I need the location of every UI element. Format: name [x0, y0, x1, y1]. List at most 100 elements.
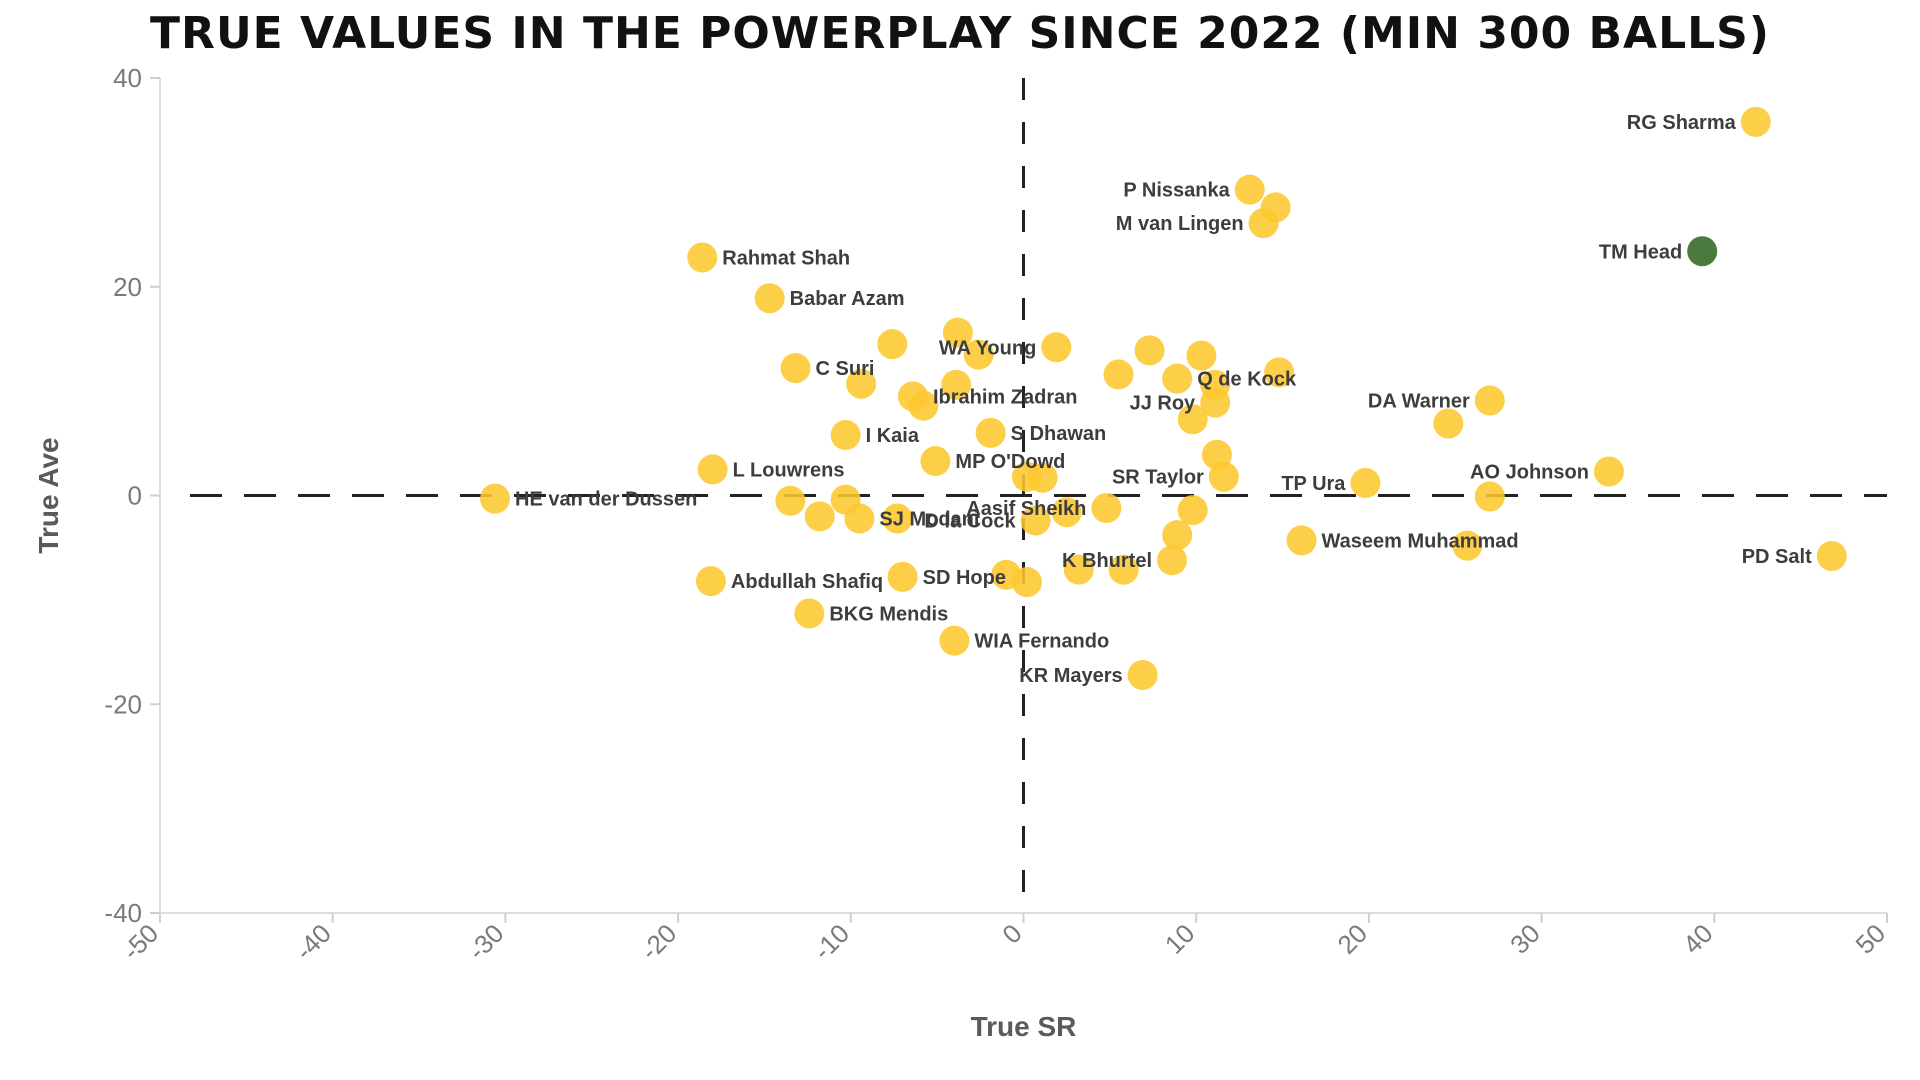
- data-point: [1091, 493, 1122, 524]
- data-point: [882, 503, 913, 534]
- data-point: [1063, 554, 1094, 585]
- data-point: [844, 503, 875, 534]
- data-point: [804, 501, 835, 532]
- data-point: [1200, 387, 1231, 418]
- data-point: [1593, 456, 1624, 487]
- data-point: [1350, 467, 1381, 498]
- point-label: S Dhawan: [1011, 423, 1107, 445]
- x-tick-label: 10: [1159, 918, 1201, 960]
- point-label: AO Johnson: [1470, 461, 1589, 483]
- data-point: [687, 242, 718, 273]
- point-label: Ibrahim Zadran: [933, 386, 1077, 408]
- data-point: [775, 485, 806, 516]
- data-point: [480, 483, 511, 514]
- y-axis-title: True Ave: [33, 437, 64, 553]
- point-label: C Suri: [816, 358, 875, 380]
- data-point: [1286, 525, 1317, 556]
- point-label: Rahmat Shah: [722, 248, 850, 270]
- y-tick-label: -40: [104, 898, 142, 928]
- data-point: [697, 454, 728, 485]
- data-point: [846, 368, 877, 399]
- data-point: [1027, 462, 1058, 493]
- x-tick-label: -40: [289, 918, 337, 966]
- data-point: [920, 446, 951, 477]
- data-point: [1208, 461, 1239, 492]
- x-tick-label: 20: [1331, 918, 1373, 960]
- point-label: TM Head: [1599, 241, 1682, 263]
- x-axis-title: True SR: [971, 1011, 1077, 1042]
- reference-lines: [190, 78, 1887, 913]
- data-point: [1740, 106, 1771, 137]
- point-label: MP O'Dowd: [955, 451, 1065, 473]
- data-point: [754, 283, 785, 314]
- point-label: KR Mayers: [1019, 665, 1122, 687]
- data-point: [1474, 481, 1505, 512]
- x-tick-label: 40: [1677, 918, 1719, 960]
- point-label: HE van der Dussen: [515, 489, 697, 511]
- x-tick-label: -20: [635, 918, 683, 966]
- data-point: [1248, 208, 1279, 239]
- point-label: Abdullah Shafiq: [731, 571, 883, 593]
- point-label: JJ Roy: [1130, 393, 1196, 415]
- data-point: [1127, 660, 1158, 691]
- data-point: [1162, 363, 1193, 394]
- point-label: P Nissanka: [1123, 180, 1230, 202]
- data-point: [1134, 335, 1165, 366]
- x-tick-label: 50: [1850, 918, 1892, 960]
- point-label: SR Taylor: [1112, 467, 1204, 489]
- data-point: [1433, 408, 1464, 439]
- data-point: [1474, 385, 1505, 416]
- point-label: PD Salt: [1742, 546, 1812, 568]
- y-tick-label: 40: [113, 63, 142, 93]
- point-label: Babar Azam: [790, 288, 905, 310]
- data-point: [941, 369, 972, 400]
- data-point: [908, 390, 939, 421]
- chart-title: True Values in the Powerplay since 2022 …: [150, 8, 1770, 59]
- point-labels: RG Sharma TM Head P Nissanka M van Lingen Ra…: [515, 112, 1812, 687]
- x-tick-label: 30: [1504, 918, 1546, 960]
- data-point: [1177, 495, 1208, 526]
- data-point: [794, 598, 825, 629]
- data-point: [780, 353, 811, 384]
- point-label: Q de Kock: [1197, 369, 1297, 391]
- point-label: RG Sharma: [1627, 112, 1737, 134]
- point-label: SD Hope: [923, 567, 1006, 589]
- point-label: SJ Modani: [879, 508, 979, 530]
- data-point: [1157, 545, 1188, 576]
- point-label: D la Cock: [924, 511, 1016, 533]
- point-label: I Kaia: [866, 425, 920, 447]
- point-label: M van Lingen: [1116, 213, 1244, 235]
- data-point: [1186, 340, 1217, 371]
- y-tick-label: 20: [113, 272, 142, 302]
- data-point: [830, 419, 861, 450]
- point-label: L Louwrens: [733, 459, 845, 481]
- point-label: WA Young: [939, 337, 1036, 359]
- x-tick-label: -10: [807, 918, 855, 966]
- point-label: Aasif Sheikh: [966, 498, 1086, 520]
- data-points: [480, 106, 1847, 691]
- point-label: TP Ura: [1281, 473, 1346, 495]
- data-point: [695, 566, 726, 597]
- data-point: [963, 339, 994, 370]
- point-label: K Bhurtel: [1062, 550, 1152, 572]
- data-point: [1816, 541, 1847, 572]
- data-point: [877, 329, 908, 360]
- point-label: WIA Fernando: [974, 631, 1109, 653]
- data-point: [942, 317, 973, 348]
- data-point: [1011, 567, 1042, 598]
- data-point: [1051, 497, 1082, 528]
- data-point: [1234, 174, 1265, 205]
- data-point: [1162, 520, 1193, 551]
- data-point: [1177, 404, 1208, 435]
- data-point: [1452, 530, 1483, 561]
- data-point: [1264, 357, 1295, 388]
- point-label: Waseem Muhammad: [1322, 530, 1519, 552]
- point-label: DA Warner: [1368, 391, 1470, 413]
- x-tick-label: -30: [462, 918, 510, 966]
- data-point: [939, 625, 970, 656]
- y-tick-label: -20: [104, 689, 142, 719]
- point-label: BKG Mendis: [829, 603, 948, 625]
- data-point: [1020, 505, 1051, 536]
- data-point: [1108, 554, 1139, 585]
